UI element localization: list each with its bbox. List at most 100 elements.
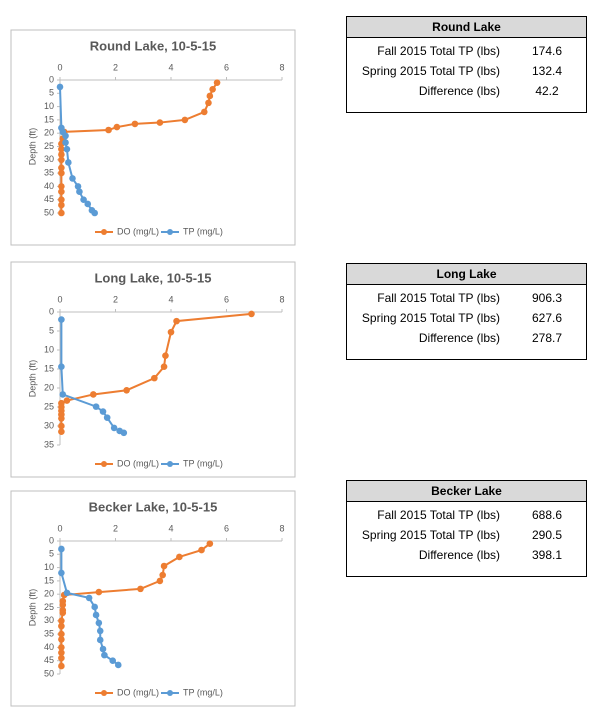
- point: [58, 617, 65, 625]
- point: [58, 156, 65, 164]
- cell-label: Fall 2015 Total TP (lbs): [377, 508, 500, 522]
- y-tick-label: 10: [44, 562, 54, 572]
- cell-value: 906.3: [531, 291, 563, 305]
- legend-marker: [101, 229, 107, 235]
- point: [120, 429, 128, 437]
- point: [63, 145, 71, 153]
- point: [176, 553, 183, 561]
- cell-label: Difference (lbs): [418, 331, 500, 345]
- point: [91, 209, 98, 217]
- point: [248, 310, 255, 318]
- point: [91, 603, 98, 611]
- point: [58, 164, 65, 172]
- y-tick-label: 20: [44, 128, 54, 138]
- point: [58, 545, 65, 553]
- y-tick-label: 15: [44, 114, 54, 124]
- point: [156, 577, 164, 585]
- table-row: Difference (lbs) 278.7: [347, 328, 586, 348]
- table-row: Fall 2015 Total TP (lbs) 688.6: [347, 505, 586, 525]
- point: [58, 636, 65, 643]
- point: [160, 363, 168, 371]
- point: [114, 661, 122, 669]
- cell-value: 132.4: [531, 64, 563, 78]
- x-tick-label: 2: [113, 62, 118, 72]
- x-tick-label: 6: [224, 62, 229, 72]
- y-tick-label: 25: [44, 602, 54, 612]
- point: [96, 627, 104, 635]
- point: [209, 86, 216, 93]
- y-tick-label: 30: [44, 420, 54, 430]
- cell-label: Difference (lbs): [418, 548, 500, 562]
- point: [205, 99, 212, 107]
- point: [74, 183, 82, 190]
- chart-title: Becker Lake, 10-5-15: [89, 499, 218, 514]
- cell-value: 278.7: [531, 331, 563, 345]
- table-title: Long Lake: [347, 264, 586, 285]
- legend-label: DO (mg/L): [117, 687, 159, 697]
- table-row: Difference (lbs) 398.1: [347, 545, 586, 565]
- x-tick-label: 0: [57, 62, 62, 72]
- point: [181, 116, 189, 124]
- y-tick-label: 25: [44, 141, 54, 151]
- point: [206, 92, 214, 100]
- point: [58, 415, 65, 422]
- point: [113, 123, 121, 131]
- x-tick-label: 2: [113, 523, 118, 533]
- point: [62, 139, 69, 146]
- x-tick-label: 4: [168, 294, 173, 304]
- point: [162, 352, 169, 360]
- x-tick-label: 4: [168, 62, 173, 72]
- y-tick-label: 30: [44, 615, 54, 625]
- x-tick-label: 8: [279, 294, 284, 304]
- table-row: Spring 2015 Total TP (lbs) 627.6: [347, 308, 586, 328]
- point: [160, 562, 168, 570]
- point: [206, 540, 214, 547]
- cell-label: Difference (lbs): [418, 84, 500, 98]
- y-tick-label: 25: [44, 401, 54, 411]
- x-tick-label: 0: [57, 294, 62, 304]
- point: [151, 374, 158, 382]
- table-row: Fall 2015 Total TP (lbs) 906.3: [347, 288, 586, 308]
- point: [109, 657, 117, 664]
- y-tick-label: 0: [49, 535, 54, 545]
- point: [63, 589, 71, 597]
- point: [131, 120, 139, 128]
- y-tick-label: 45: [44, 194, 54, 204]
- y-tick-label: 20: [44, 382, 54, 392]
- point: [58, 188, 65, 196]
- point: [58, 209, 65, 217]
- point: [63, 397, 71, 404]
- point: [96, 636, 104, 644]
- cell-label: Spring 2015 Total TP (lbs): [361, 528, 500, 542]
- y-tick-label: 50: [44, 668, 54, 678]
- point: [103, 414, 111, 421]
- chart-frame: [10, 490, 296, 707]
- point: [99, 645, 107, 653]
- point: [201, 108, 208, 116]
- point: [123, 386, 130, 394]
- point: [59, 601, 67, 609]
- y-tick-label: 45: [44, 655, 54, 665]
- point: [105, 126, 112, 134]
- y-tick-label: 50: [44, 207, 54, 217]
- y-tick-label: 15: [44, 363, 54, 373]
- point: [65, 159, 72, 166]
- point: [156, 119, 164, 126]
- x-tick-label: 6: [224, 294, 229, 304]
- chart-frame: [10, 261, 296, 478]
- y-tick-label: 40: [44, 181, 54, 191]
- y-tick-label: 10: [44, 101, 54, 111]
- point: [159, 571, 166, 579]
- point: [58, 183, 65, 190]
- cell-value: 290.5: [531, 528, 563, 542]
- legend-label: DO (mg/L): [117, 226, 159, 236]
- x-tick-label: 6: [224, 523, 229, 533]
- legend-marker: [167, 690, 173, 696]
- x-tick-label: 8: [279, 62, 284, 72]
- point: [85, 594, 93, 602]
- y-tick-label: 40: [44, 642, 54, 652]
- y-axis-label: Depth (ft): [27, 360, 37, 398]
- point: [58, 644, 65, 651]
